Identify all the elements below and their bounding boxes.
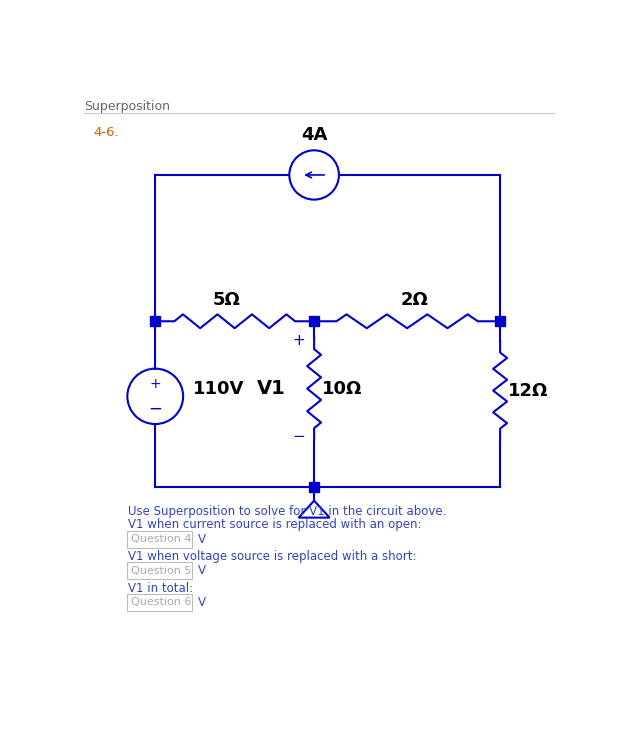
Text: −: − — [292, 430, 305, 444]
FancyBboxPatch shape — [128, 531, 192, 548]
FancyBboxPatch shape — [128, 594, 192, 611]
Text: Question 5: Question 5 — [131, 566, 192, 575]
Text: 5Ω: 5Ω — [213, 291, 241, 309]
Text: V: V — [198, 596, 206, 609]
Text: 4-6.: 4-6. — [93, 127, 119, 139]
Text: V1 when voltage source is replaced with a short:: V1 when voltage source is replaced with … — [128, 550, 417, 563]
Text: V: V — [198, 564, 206, 578]
FancyBboxPatch shape — [128, 562, 192, 579]
Text: Question 4: Question 4 — [131, 534, 192, 544]
Text: −: − — [148, 399, 162, 418]
Text: Question 6: Question 6 — [131, 597, 192, 608]
Text: 12Ω: 12Ω — [508, 382, 548, 399]
Text: +: + — [292, 333, 305, 348]
Text: 2Ω: 2Ω — [401, 291, 429, 309]
Text: +: + — [149, 377, 161, 391]
Text: 4A: 4A — [301, 126, 327, 144]
Text: 10Ω: 10Ω — [322, 380, 362, 397]
Text: V1 in total:: V1 in total: — [128, 581, 193, 594]
Text: Superposition: Superposition — [84, 100, 170, 112]
Text: V: V — [198, 533, 206, 545]
Text: V1 when current source is replaced with an open:: V1 when current source is replaced with … — [128, 518, 422, 531]
Text: 110V: 110V — [192, 380, 244, 397]
Text: V1: V1 — [257, 379, 286, 398]
Text: Use Superposition to solve for V1 in the circuit above.: Use Superposition to solve for V1 in the… — [128, 504, 447, 517]
